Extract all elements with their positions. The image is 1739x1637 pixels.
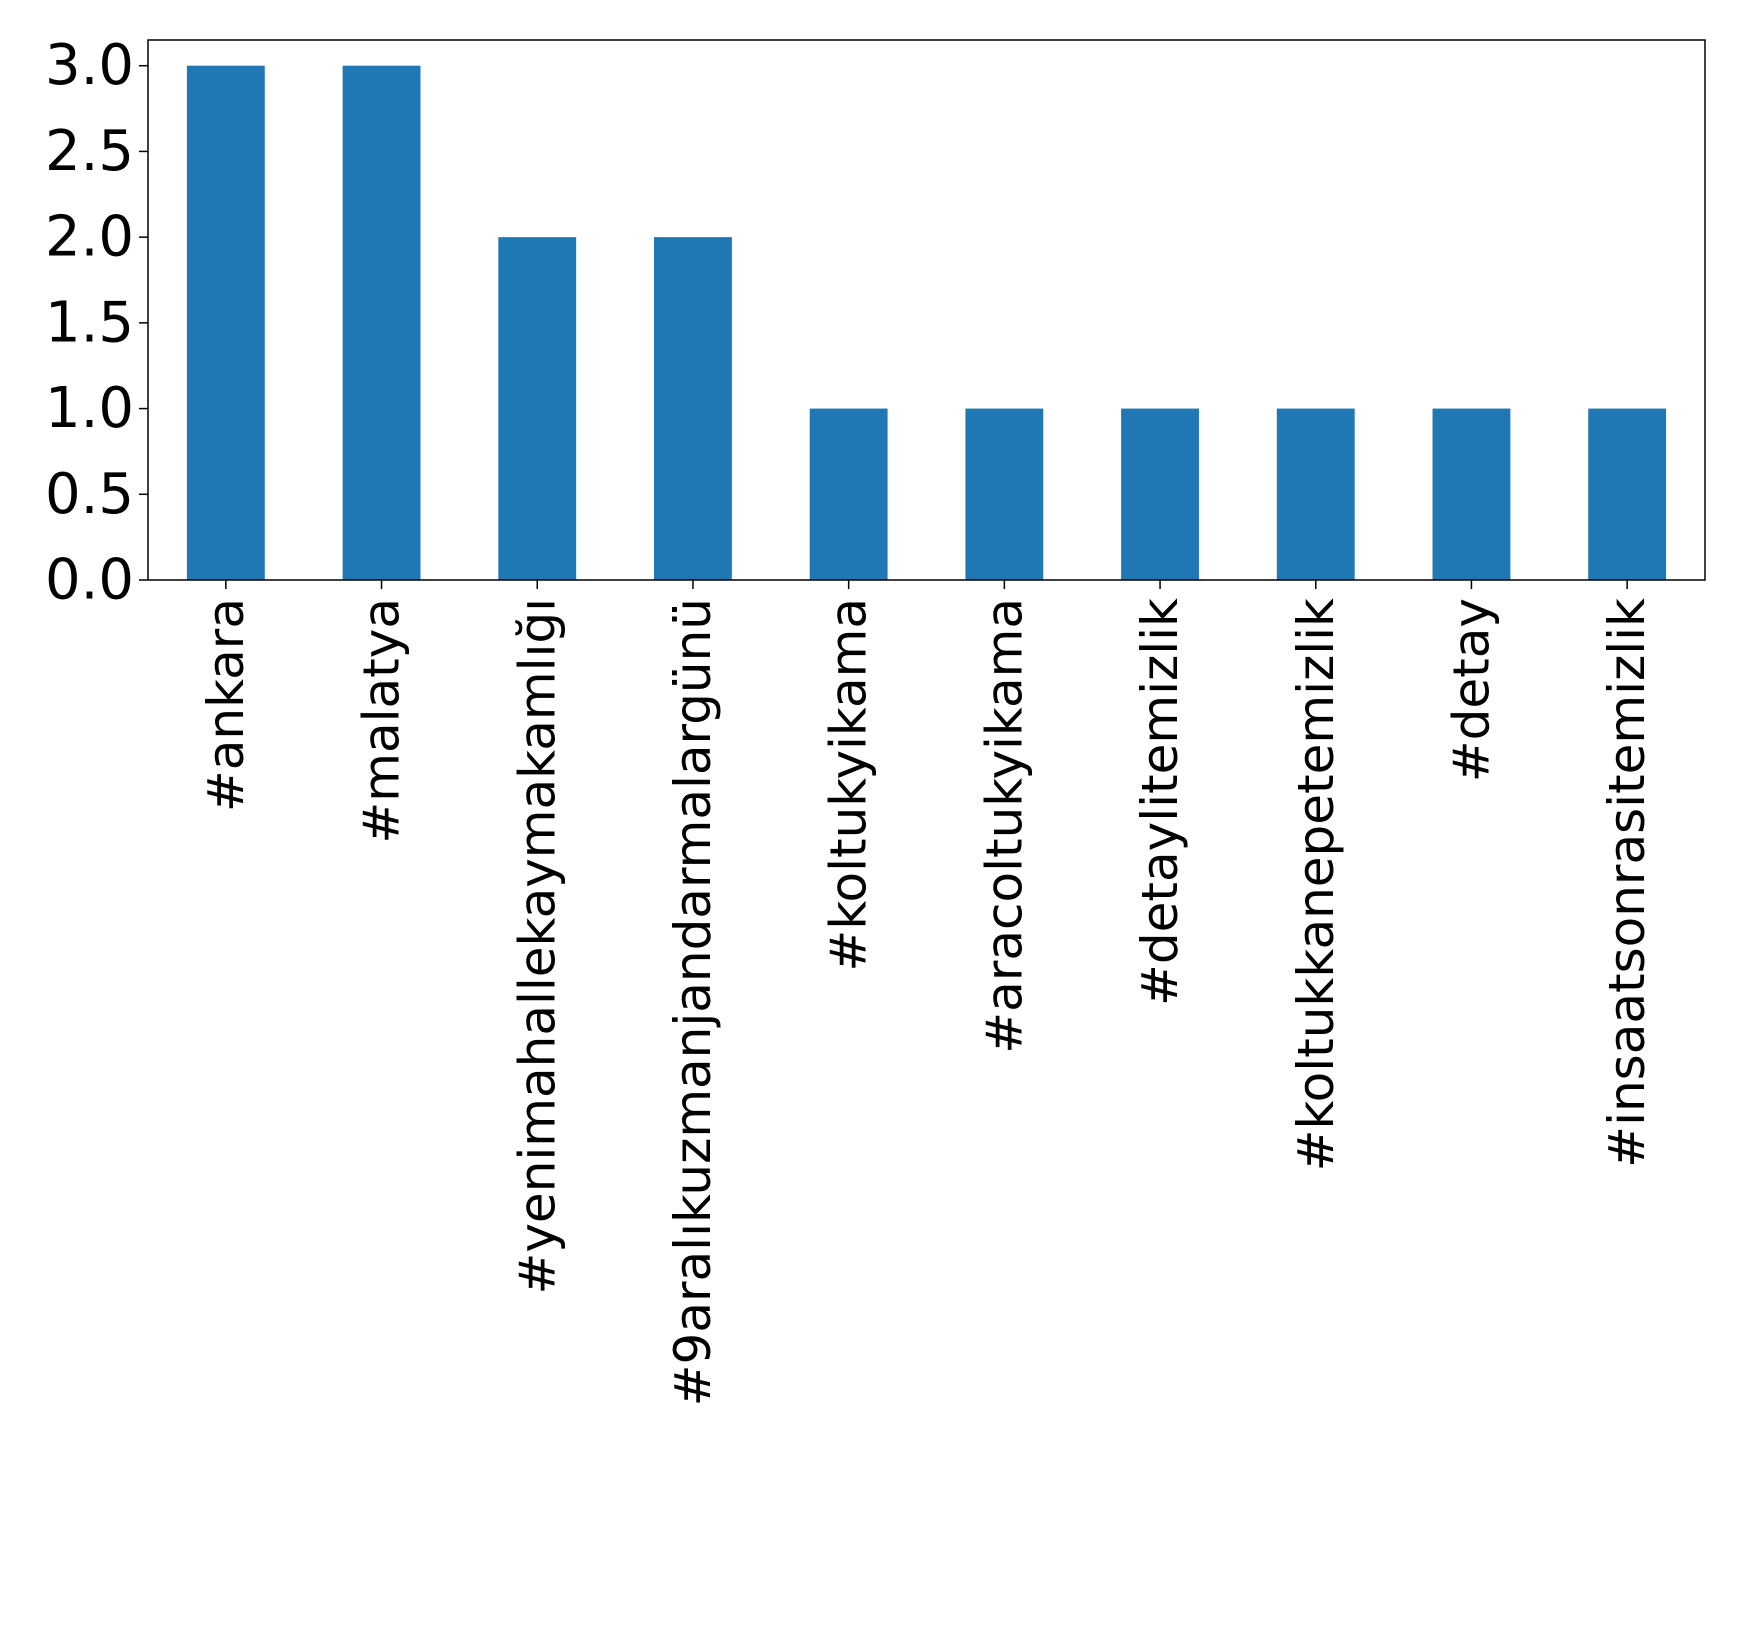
y-tick-label: 1.0 xyxy=(45,376,134,441)
bar-malatya xyxy=(342,65,421,580)
bar-9aralıkuzmanjandarmalargünü xyxy=(654,237,732,580)
bars-group xyxy=(186,65,1667,580)
x-tick-label: #aracoltukyikama xyxy=(975,598,1033,1054)
x-tick-label: #9aralıkuzmanjandarmalargünü xyxy=(664,598,722,1406)
bar-ankara xyxy=(186,65,265,580)
x-tick-label: #malatya xyxy=(353,598,411,844)
y-tick-label: 3.0 xyxy=(45,33,134,98)
x-axis: #ankara #malatya #yenimahallekaymakamlığı #… xyxy=(197,580,1656,1406)
y-tick-label: 0.5 xyxy=(45,462,134,527)
y-tick-label: 2.0 xyxy=(45,205,134,270)
bar-koltukkanepetemizlik xyxy=(1276,408,1355,580)
bar-insaatsonrasitemizlik xyxy=(1588,408,1667,580)
bar-detay xyxy=(1432,408,1511,580)
x-tick-label: #detay xyxy=(1442,598,1500,782)
x-tick-label: #koltukyikama xyxy=(820,598,878,972)
bar-detaylitemizlik xyxy=(1121,408,1199,580)
x-tick-label: #yenimahallekaymakamlığı xyxy=(508,598,566,1295)
x-tick-label: #ankara xyxy=(197,598,255,812)
bar-koltukyikama xyxy=(809,408,888,580)
y-tick-label: 0.0 xyxy=(45,548,134,613)
bar-aracoltukyikama xyxy=(965,408,1044,580)
x-tick-label: #detaylitemizlik xyxy=(1131,598,1189,1006)
bar-yenimahallekaymakamlığı xyxy=(498,237,577,580)
y-tick-label: 2.5 xyxy=(45,119,134,184)
y-tick-label: 1.5 xyxy=(45,290,134,355)
plot-frame xyxy=(147,39,1706,581)
x-tick-label: #insaatsonrasitemizlik xyxy=(1598,598,1656,1168)
x-tick-label: #koltukkanepetemizlik xyxy=(1287,598,1345,1171)
y-axis: 0.0 0.5 1.0 1.5 2.0 2.5 3.0 xyxy=(45,33,148,613)
